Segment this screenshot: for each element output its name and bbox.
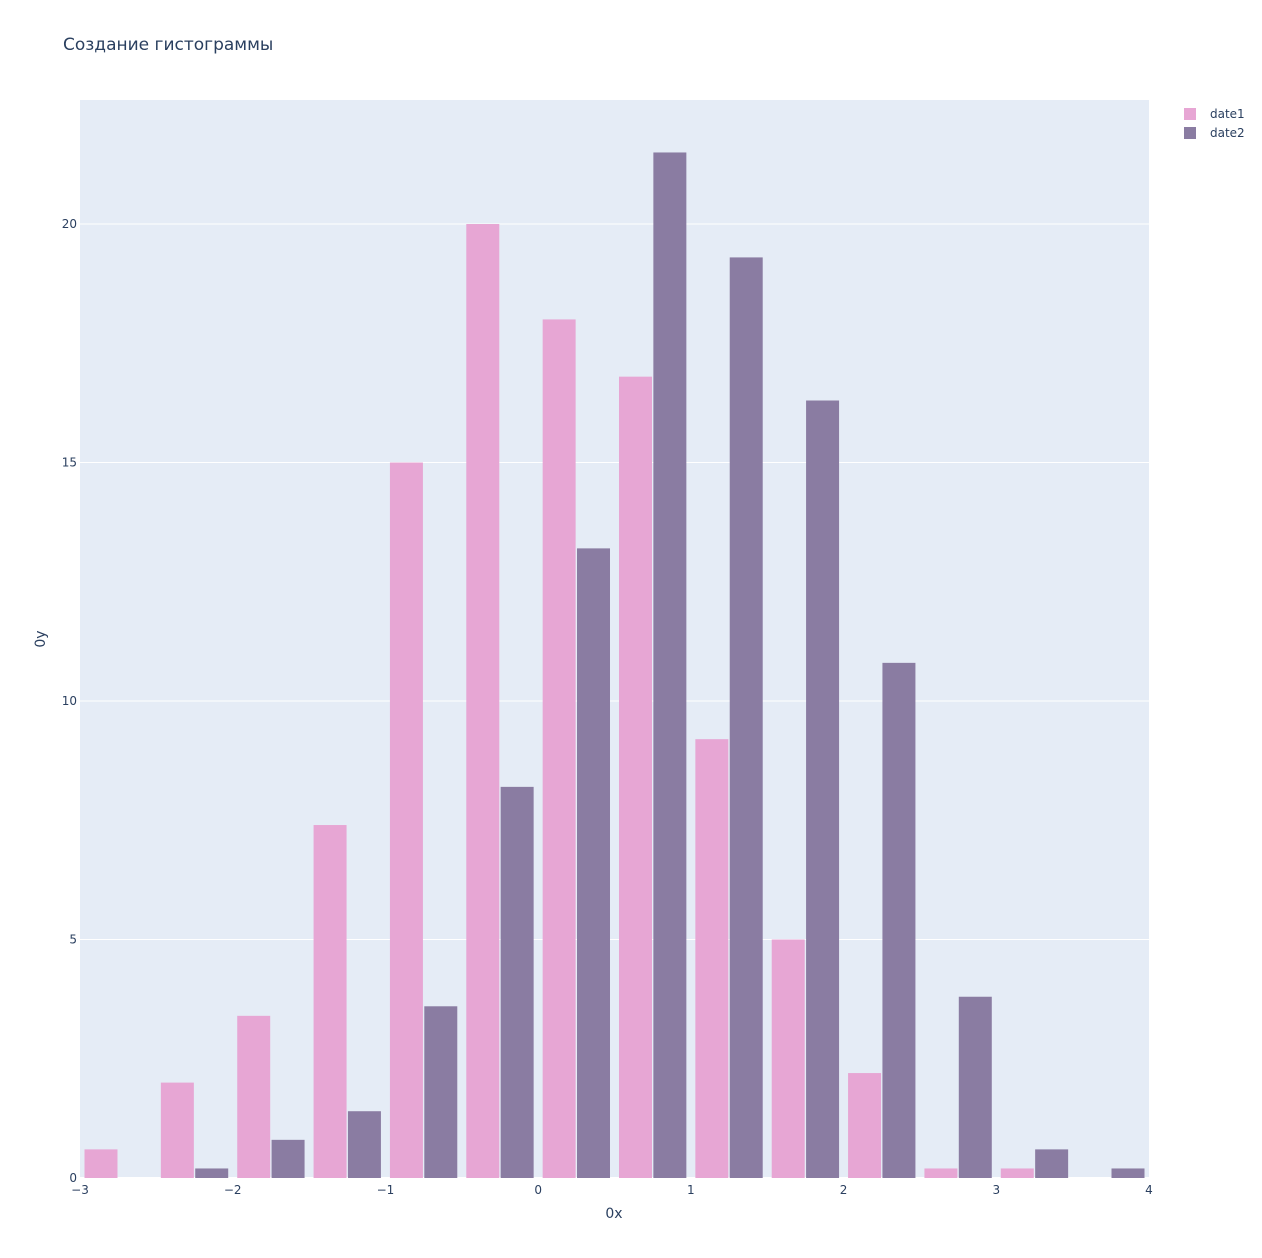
bar-date2 [729,257,763,1178]
x-axis-ticks: −3 −2 −1 0 1 2 3 4 [71,1183,1153,1197]
x-tick-label: 1 [687,1183,695,1197]
bar-date2 [271,1139,305,1178]
legend-label-date2[interactable]: date2 [1210,126,1245,140]
legend-swatch-date2[interactable] [1184,127,1196,139]
bar-date1 [237,1015,271,1178]
bar-date1 [389,462,423,1178]
y-axis-title: 0y [33,630,49,647]
x-tick-label: 3 [992,1183,1000,1197]
x-tick-label: 2 [840,1183,848,1197]
bar-date1 [160,1082,194,1178]
y-axis-ticks: 0 5 10 15 20 [62,217,77,1185]
bar-date2 [195,1168,229,1178]
bar-date2 [500,786,534,1178]
legend: date1 date2 [1184,107,1245,140]
x-tick-label: −1 [377,1183,395,1197]
bar-date1 [1000,1168,1034,1178]
x-tick-label: 0 [534,1183,542,1197]
y-tick-label: 20 [62,217,77,231]
bar-date2 [882,662,916,1178]
bar-date2 [653,152,687,1179]
bar-date1 [84,1149,118,1178]
bar-date1 [924,1168,958,1178]
bar-date1 [771,939,805,1178]
bar-date1 [619,376,652,1178]
bar-date1 [313,825,347,1178]
y-tick-label: 10 [62,694,77,708]
legend-label-date1[interactable]: date1 [1210,107,1245,121]
bars [84,152,1145,1179]
chart-title: Создание гистограммы [63,35,273,55]
y-tick-label: 5 [69,933,77,947]
bar-date2 [806,400,840,1179]
y-tick-label: 15 [62,456,77,470]
bar-date1 [466,224,500,1178]
bar-date2 [1035,1149,1069,1178]
bar-date2 [424,1006,458,1178]
bar-date1 [695,739,729,1178]
x-tick-label: −3 [71,1183,89,1197]
bar-date2 [958,996,992,1178]
x-tick-label: 4 [1145,1183,1153,1197]
bar-date2 [347,1111,381,1178]
x-tick-label: −2 [224,1183,242,1197]
bar-date2 [577,548,610,1178]
x-axis-title: 0x [605,1206,622,1222]
bar-date1 [542,319,576,1179]
bar-date2 [1111,1168,1145,1178]
bar-date1 [848,1073,882,1178]
y-tick-label: 0 [69,1171,77,1185]
legend-swatch-date1[interactable] [1184,108,1196,120]
